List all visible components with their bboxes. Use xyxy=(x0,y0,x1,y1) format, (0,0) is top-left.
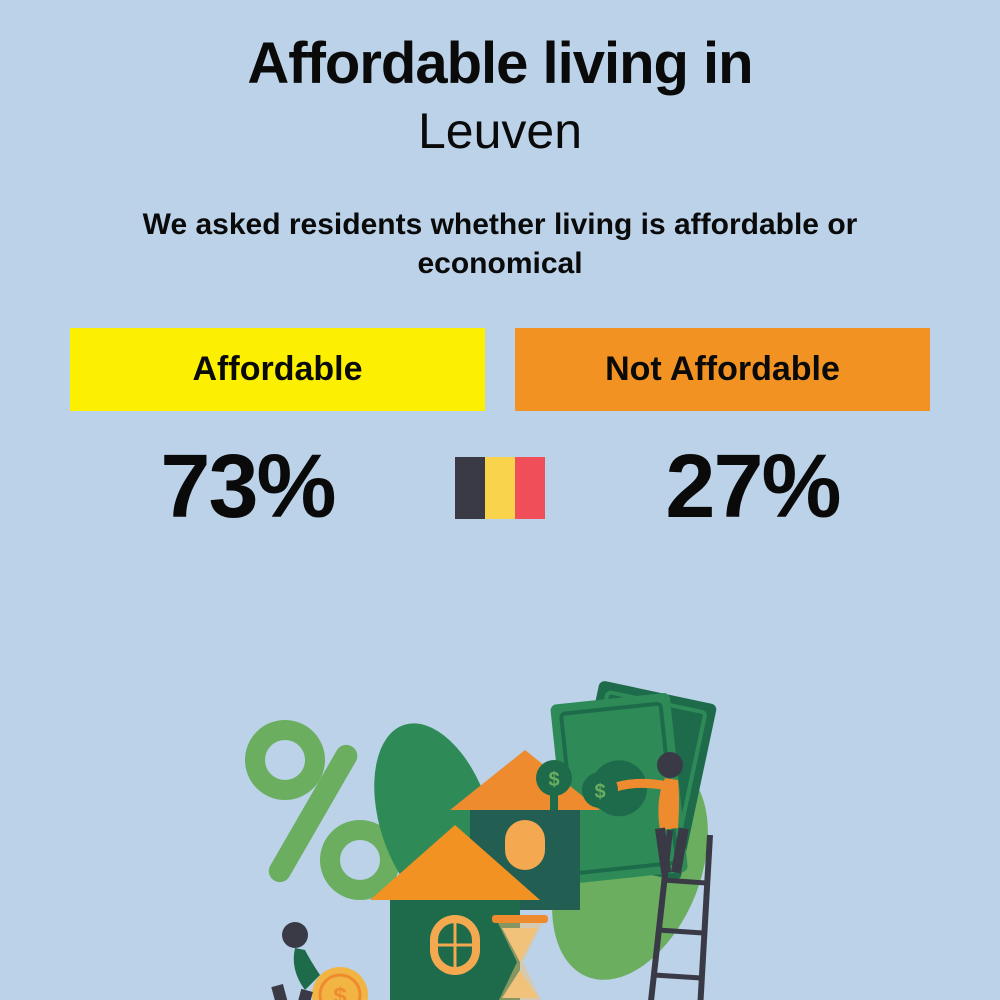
flag-stripe-2 xyxy=(485,457,515,519)
title-main: Affordable living in xyxy=(0,30,1000,97)
affordability-illustration: $ $ $ xyxy=(200,650,800,1000)
title-block: Affordable living in Leuven xyxy=(0,0,1000,160)
svg-text:$: $ xyxy=(333,983,347,1000)
person-left-icon: $ xyxy=(271,922,368,1000)
percent-icon xyxy=(255,730,390,890)
flag-stripe-1 xyxy=(455,457,485,519)
badges-row: Affordable Not Affordable xyxy=(0,328,1000,411)
flag-stripe-3 xyxy=(515,457,545,519)
title-city: Leuven xyxy=(0,102,1000,160)
svg-text:$: $ xyxy=(594,781,605,803)
svg-text:$: $ xyxy=(548,769,559,791)
stat-affordable: 73% xyxy=(70,436,425,539)
stats-row: 73% 27% xyxy=(0,436,1000,539)
subtitle: We asked residents whether living is aff… xyxy=(0,205,1000,283)
flag-icon xyxy=(455,457,545,519)
badge-affordable: Affordable xyxy=(70,328,485,411)
badge-not-affordable: Not Affordable xyxy=(515,328,930,411)
stat-not-affordable: 27% xyxy=(575,436,930,539)
